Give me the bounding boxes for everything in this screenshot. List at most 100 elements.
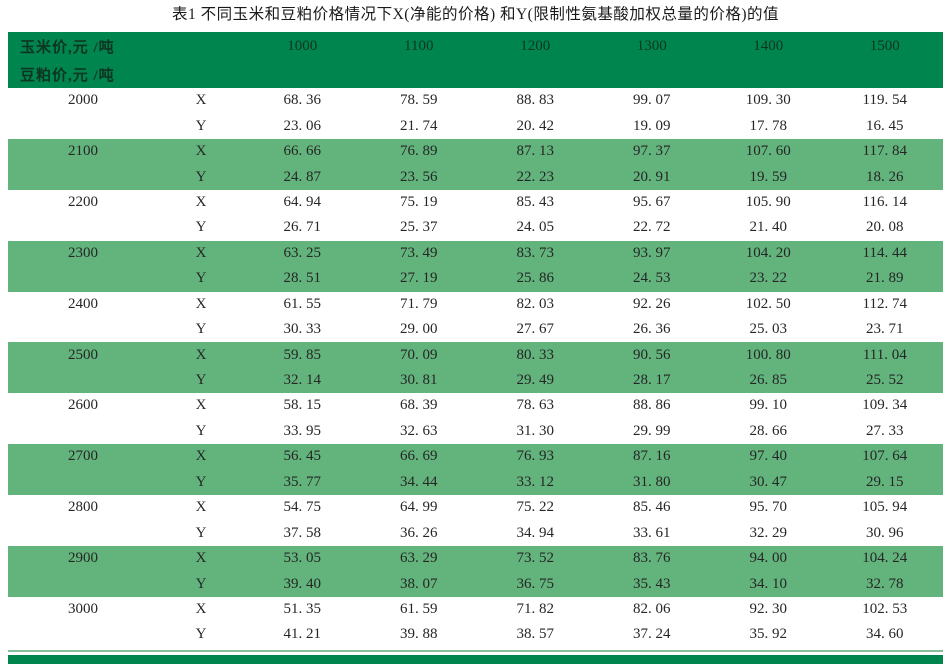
y-value-cell: 30. 47 — [710, 469, 827, 495]
x-value-cell: 94. 00 — [710, 545, 827, 572]
table-row-x: 2400 X 61. 55 71. 79 82. 03 92. 26 102. 50 112.… — [8, 292, 943, 317]
x-value-cell: 68. 36 — [283, 92, 322, 109]
soy-price-cell: 2700 — [8, 444, 158, 470]
x-value-cell: 63. 29 — [360, 545, 478, 572]
y-value-cell: 28. 66 — [749, 422, 788, 439]
table-row-y: Y 41. 21 39. 88 38. 57 37. 24 35. 92 34. 60 — [8, 622, 943, 647]
corn-price-col-header: 1300 — [593, 32, 711, 60]
x-value-cell: 116. 14 — [862, 193, 907, 210]
xy-label-cell: X — [195, 499, 207, 516]
soy-price-cell-empty — [8, 215, 158, 240]
y-value-cell: 30. 33 — [283, 321, 322, 338]
y-value-cell: 18. 26 — [826, 164, 944, 190]
x-value-cell: 51. 35 — [283, 600, 322, 617]
y-value-cell: 26. 71 — [283, 219, 322, 236]
x-value-cell: 56. 45 — [244, 444, 361, 470]
y-value-cell: 22. 23 — [477, 164, 594, 190]
y-value-cell: 27. 33 — [866, 422, 904, 439]
table-row-y: Y 28. 51 27. 19 25. 86 24. 53 23. 22 21. 89 — [8, 266, 944, 292]
soy-price-cell-empty — [8, 266, 158, 292]
x-value-cell: 61. 59 — [400, 600, 438, 617]
x-value-cell: 104. 24 — [826, 545, 944, 572]
corn-price-col-header: 1000 — [244, 32, 361, 60]
soy-price-cell: 2100 — [8, 138, 158, 165]
x-value-cell: 66. 69 — [360, 444, 478, 470]
x-value-cell: 83. 76 — [593, 545, 711, 572]
x-value-cell: 78. 63 — [516, 397, 555, 414]
y-value-cell: 16. 45 — [866, 117, 904, 134]
xy-label-cell: X — [158, 342, 245, 368]
y-value-cell: 23. 06 — [283, 117, 322, 134]
y-value-cell: 25. 37 — [400, 219, 438, 236]
y-value-cell: 24. 87 — [244, 164, 361, 190]
table-row-x: 2200 X 64. 94 75. 19 85. 43 95. 67 105. 90 116.… — [8, 190, 943, 215]
y-value-cell: 35. 43 — [593, 571, 711, 597]
table-row-x: 2600 X 58. 15 68. 39 78. 63 88. 86 99. 10 109. … — [8, 393, 943, 418]
y-value-cell: 22. 72 — [633, 219, 671, 236]
y-value-cell: 37. 58 — [283, 524, 322, 541]
table-row-y: Y 23. 06 21. 74 20. 42 19. 09 17. 78 16. 45 — [8, 113, 943, 138]
y-value-cell: 24. 53 — [593, 266, 711, 292]
x-value-cell: 68. 39 — [400, 397, 438, 414]
x-value-cell: 66. 66 — [244, 138, 361, 165]
soy-price-cell-empty — [8, 520, 158, 545]
y-value-cell: 30. 96 — [866, 524, 904, 541]
x-value-cell: 75. 19 — [400, 193, 438, 210]
xy-label-cell: X — [195, 92, 207, 109]
x-value-cell: 76. 93 — [477, 444, 594, 470]
x-value-cell: 58. 15 — [283, 397, 322, 414]
y-value-cell: 31. 80 — [593, 469, 711, 495]
table-row-x: 2700 X 56. 45 66. 69 76. 93 87. 16 97. 40 107. … — [8, 444, 944, 470]
y-value-cell: 32. 78 — [826, 571, 944, 597]
soy-price-cell-empty — [8, 571, 158, 597]
y-value-cell: 20. 91 — [593, 164, 711, 190]
table-row-x: 2100 X 66. 66 76. 89 87. 13 97. 37 107. 60 117.… — [8, 138, 944, 165]
y-value-cell: 19. 09 — [633, 117, 671, 134]
xy-label-cell: Y — [158, 469, 245, 495]
table-row-y: Y 33. 95 32. 63 31. 30 29. 99 28. 66 27. 33 — [8, 419, 943, 444]
x-value-cell: 92. 30 — [749, 600, 788, 617]
y-value-cell: 21. 40 — [749, 219, 788, 236]
y-value-cell: 20. 08 — [866, 219, 904, 236]
corn-price-col-header: 1100 — [360, 32, 478, 60]
x-value-cell: 71. 79 — [400, 295, 438, 312]
table-caption: 表1 不同玉米和豆粕价格情况下X(净能的价格) 和Y(限制性氨基酸加权总量的价格… — [171, 6, 780, 23]
y-value-cell: 35. 77 — [244, 469, 361, 495]
x-value-cell: 76. 89 — [360, 138, 478, 165]
y-value-cell: 20. 42 — [516, 117, 555, 134]
y-value-cell: 17. 78 — [749, 117, 788, 134]
y-value-cell: 24. 05 — [516, 219, 555, 236]
y-value-cell: 29. 15 — [826, 469, 944, 495]
y-value-cell: 30. 81 — [360, 367, 478, 394]
x-value-cell: 82. 03 — [516, 295, 555, 312]
y-value-cell: 34. 94 — [516, 524, 555, 541]
y-value-cell: 29. 00 — [400, 321, 438, 338]
x-value-cell: 97. 40 — [710, 444, 827, 470]
table-row-y: Y 37. 58 36. 26 34. 94 33. 61 32. 29 30. 96 — [8, 520, 943, 545]
y-value-cell: 35. 92 — [749, 626, 788, 643]
table-row-y: Y 24. 87 23. 56 22. 23 20. 91 19. 59 18. 26 — [8, 164, 944, 190]
xy-label-cell: X — [195, 397, 207, 414]
x-value-cell: 95. 67 — [633, 193, 671, 210]
x-value-cell: 109. 30 — [745, 92, 791, 109]
table-row-y: Y 26. 71 25. 37 24. 05 22. 72 21. 40 20. 08 — [8, 215, 943, 240]
soy-price-cell: 2500 — [8, 342, 158, 368]
xy-label-cell: X — [195, 295, 207, 312]
x-value-cell: 64. 94 — [283, 193, 322, 210]
x-value-cell: 75. 22 — [516, 499, 555, 516]
x-value-cell: 83. 73 — [477, 240, 594, 267]
y-value-cell: 29. 49 — [477, 367, 594, 394]
table-body: 2000 X 68. 36 78. 59 88. 83 99. 07 109. 30 119.… — [8, 88, 944, 648]
x-value-cell: 73. 52 — [477, 545, 594, 572]
x-value-cell: 109. 34 — [862, 397, 908, 414]
xy-label-cell: Y — [158, 164, 245, 190]
x-value-cell: 73. 49 — [360, 240, 478, 267]
x-value-cell: 88. 83 — [516, 92, 555, 109]
x-value-cell: 100. 80 — [710, 342, 827, 368]
xy-label-cell: Y — [158, 367, 245, 394]
corn-price-col-header: 1200 — [477, 32, 594, 60]
soy-price-cell: 2800 — [68, 499, 98, 516]
y-value-cell: 21. 89 — [826, 266, 944, 292]
y-value-cell: 25. 03 — [749, 321, 788, 338]
y-value-cell: 25. 52 — [826, 367, 944, 394]
